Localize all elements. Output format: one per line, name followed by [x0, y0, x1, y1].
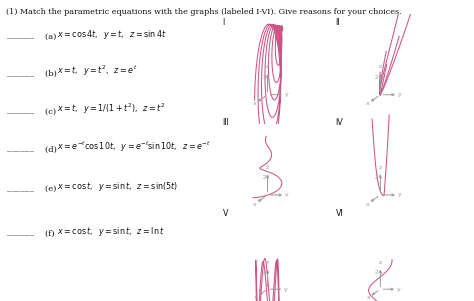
Text: x: x: [366, 295, 370, 300]
Text: x: x: [253, 202, 256, 206]
Text: y: y: [284, 192, 288, 197]
Text: y: y: [397, 192, 401, 197]
Text: ______: ______: [7, 30, 34, 39]
Text: $x = \cos t, \;\; y = \sin t, \;\; z = \ln t$: $x = \cos t, \;\; y = \sin t, \;\; z = \…: [57, 225, 165, 238]
Text: 2: 2: [262, 175, 265, 180]
Text: x: x: [253, 101, 256, 106]
Text: x: x: [254, 295, 257, 300]
Text: $x = \cos t, \;\; y = \sin t, \;\; z = \sin(5t)$: $x = \cos t, \;\; y = \sin t, \;\; z = \…: [57, 180, 178, 193]
Text: 2: 2: [375, 75, 378, 80]
Text: ______: ______: [7, 105, 34, 114]
Text: (b): (b): [45, 70, 60, 78]
Text: (e): (e): [45, 185, 59, 193]
Text: $x = \cos 4t, \;\; y = t, \;\; z = \sin 4t$: $x = \cos 4t, \;\; y = t, \;\; z = \sin …: [57, 28, 166, 41]
Text: 2: 2: [375, 271, 378, 275]
Text: z: z: [266, 260, 269, 265]
Text: x: x: [365, 101, 369, 106]
Text: 2: 2: [262, 271, 265, 275]
Text: IV: IV: [336, 118, 343, 127]
Text: y: y: [397, 92, 401, 97]
Text: $x = t, \;\; y = 1/(1+t^2), \;\; z = t^2$: $x = t, \;\; y = 1/(1+t^2), \;\; z = t^2…: [57, 101, 165, 116]
Text: y: y: [284, 92, 288, 97]
Text: 2: 2: [262, 75, 265, 80]
Text: z: z: [379, 260, 382, 265]
Text: ______: ______: [7, 68, 34, 77]
Text: z: z: [266, 64, 269, 70]
Text: II: II: [336, 18, 340, 27]
Text: z: z: [379, 165, 382, 170]
Text: $x = e^{-t}\cos 10t, \;\; y = e^{-t}\sin 10t, \;\; z = e^{-t}$: $x = e^{-t}\cos 10t, \;\; y = e^{-t}\sin…: [57, 139, 210, 154]
Text: III: III: [223, 118, 229, 127]
Text: (1) Match the parametric equations with the graphs (labeled I-VI). Give reasons : (1) Match the parametric equations with …: [6, 8, 401, 16]
Text: $x = t, \;\; y = t^2, \;\; z = e^t$: $x = t, \;\; y = t^2, \;\; z = e^t$: [57, 64, 137, 78]
Text: 2: 2: [375, 175, 378, 180]
Text: V: V: [223, 209, 228, 218]
Text: ______: ______: [7, 227, 34, 236]
Text: y: y: [396, 287, 400, 292]
Text: I: I: [223, 18, 225, 27]
Text: (c): (c): [45, 108, 59, 116]
Text: z: z: [379, 64, 382, 70]
Text: z: z: [266, 165, 269, 170]
Text: (a): (a): [45, 33, 59, 41]
Text: VI: VI: [336, 209, 343, 218]
Text: ______: ______: [7, 143, 34, 152]
Text: x: x: [365, 202, 369, 206]
Text: y: y: [283, 287, 287, 292]
Text: (f): (f): [45, 230, 57, 238]
Text: ______: ______: [7, 183, 34, 192]
Text: (d): (d): [45, 145, 60, 154]
